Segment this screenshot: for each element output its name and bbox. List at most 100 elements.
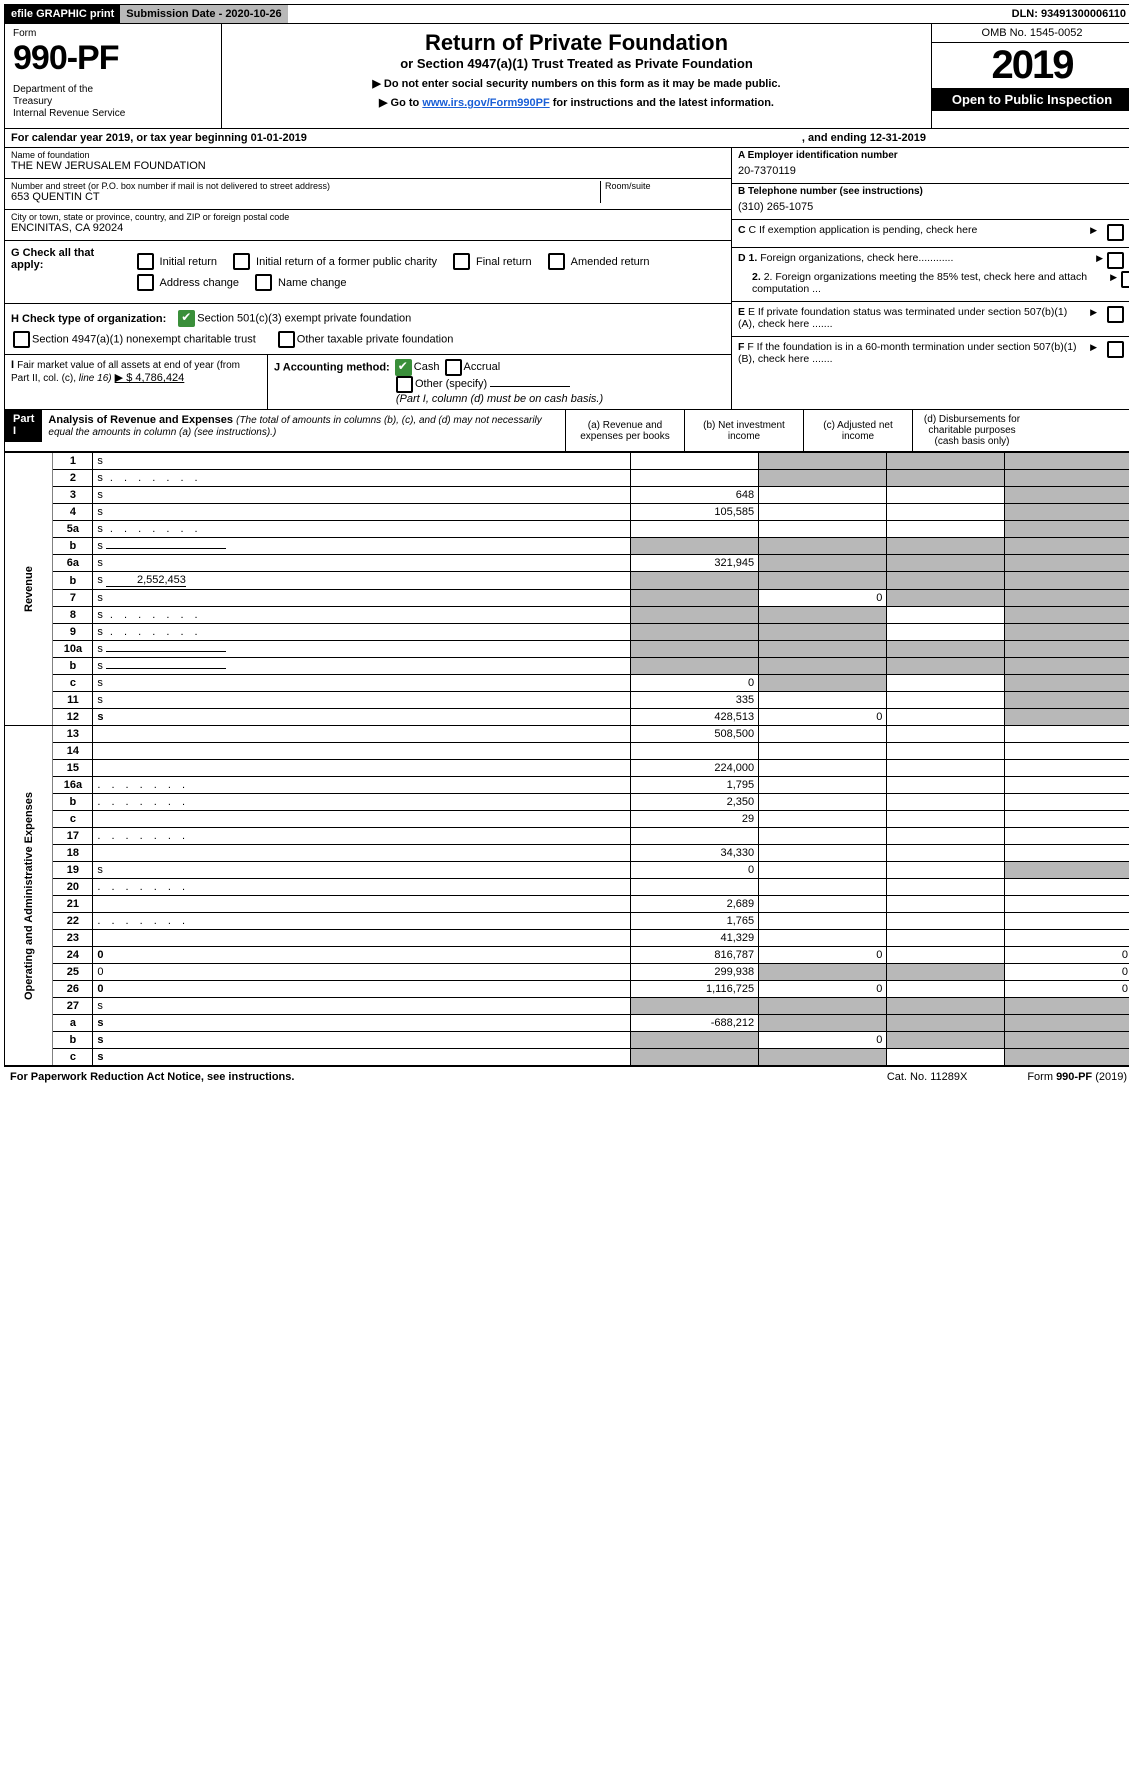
cell-c	[887, 607, 1004, 624]
cell-c	[887, 981, 1004, 998]
table-row: 15224,000	[5, 760, 1129, 777]
table-row: Operating and Administrative Expenses135…	[5, 726, 1129, 743]
checkbox-foreign-org[interactable]	[1107, 252, 1124, 269]
cell-b	[759, 521, 887, 538]
cell-c	[887, 1015, 1004, 1032]
cell-d	[1004, 470, 1129, 487]
line-desc	[93, 845, 631, 862]
line-number: 14	[53, 743, 93, 760]
room-suite-label: Room/suite	[605, 181, 725, 191]
cell-b	[759, 998, 887, 1015]
line-number: 25	[53, 964, 93, 981]
header-left: Form 990-PF Department of theTreasuryInt…	[5, 24, 222, 128]
table-row: bs 2,552,453	[5, 572, 1129, 590]
cell-d	[1004, 930, 1129, 947]
checkbox-status-terminated[interactable]	[1107, 306, 1124, 323]
cal-year-end: , and ending 12-31-2019	[802, 132, 926, 144]
page-footer: For Paperwork Reduction Act Notice, see …	[4, 1066, 1129, 1087]
cell-c	[887, 624, 1004, 641]
footer-left: For Paperwork Reduction Act Notice, see …	[10, 1071, 294, 1083]
cell-d: 0	[1004, 981, 1129, 998]
form-note-2: ▶ Go to www.irs.gov/Form990PF for instru…	[232, 96, 921, 109]
table-row: 2s . . . . . . .	[5, 470, 1129, 487]
checkbox-amended-return[interactable]	[548, 253, 565, 270]
line-desc: . . . . . . .	[93, 794, 631, 811]
checkbox-501c3[interactable]	[178, 310, 195, 327]
checkbox-4947a1[interactable]	[13, 331, 30, 348]
cal-year-begin: For calendar year 2019, or tax year begi…	[11, 132, 307, 144]
cell-d	[1004, 811, 1129, 828]
line-desc: . . . . . . .	[93, 913, 631, 930]
cell-c	[887, 845, 1004, 862]
cell-d	[1004, 658, 1129, 675]
footer-form: Form 990-PF (2019)	[1027, 1071, 1127, 1083]
cell-d	[1004, 538, 1129, 555]
cell-b: 0	[759, 1032, 887, 1049]
top-bar: efile GRAPHIC print Submission Date - 20…	[4, 4, 1129, 24]
line-desc	[93, 760, 631, 777]
table-row: Revenue1s	[5, 453, 1129, 470]
table-row: 7s0	[5, 590, 1129, 607]
checkbox-60month[interactable]	[1107, 341, 1124, 358]
table-row: 250299,9380	[5, 964, 1129, 981]
line-desc: s	[93, 504, 631, 521]
ein-cell: A Employer identification number 20-7370…	[732, 148, 1129, 184]
table-row: 2601,116,72500	[5, 981, 1129, 998]
checkbox-cash[interactable]	[395, 359, 412, 376]
cell-b	[759, 964, 887, 981]
checkbox-other-method[interactable]	[396, 376, 413, 393]
form-title: Return of Private Foundation	[232, 30, 921, 56]
checkbox-accrual[interactable]	[445, 359, 462, 376]
line-desc: s	[93, 692, 631, 709]
irs-link[interactable]: www.irs.gov/Form990PF	[422, 97, 549, 109]
checkbox-name-change[interactable]	[255, 274, 272, 291]
table-row: 8s . . . . . . .	[5, 607, 1129, 624]
cell-a: -688,212	[630, 1015, 758, 1032]
table-row: 16a . . . . . . .1,795	[5, 777, 1129, 794]
cell-a	[630, 572, 758, 590]
checkbox-initial-return[interactable]	[137, 253, 154, 270]
line-number: c	[53, 1049, 93, 1066]
cell-d	[1004, 896, 1129, 913]
cell-b	[759, 692, 887, 709]
checkbox-85pct[interactable]	[1121, 271, 1129, 288]
table-row: 2341,329	[5, 930, 1129, 947]
checkbox-address-change[interactable]	[137, 274, 154, 291]
cell-a	[630, 641, 758, 658]
line-number: b	[53, 572, 93, 590]
cell-b	[759, 930, 887, 947]
cell-d	[1004, 862, 1129, 879]
cell-c	[887, 709, 1004, 726]
checkbox-other-taxable[interactable]	[278, 331, 295, 348]
line-desc	[93, 726, 631, 743]
checkbox-initial-former[interactable]	[233, 253, 250, 270]
dept-label: Department of theTreasuryInternal Revenu…	[13, 84, 213, 120]
cell-a: 428,513	[630, 709, 758, 726]
cell-b	[759, 845, 887, 862]
cell-a	[630, 1049, 758, 1066]
cell-c	[887, 930, 1004, 947]
cell-a: 224,000	[630, 760, 758, 777]
cell-b	[759, 504, 887, 521]
cell-c	[887, 1032, 1004, 1049]
table-row: c29	[5, 811, 1129, 828]
line-number: b	[53, 658, 93, 675]
line-desc: s	[93, 1015, 631, 1032]
form-label: Form	[13, 28, 213, 39]
line-desc: s	[93, 709, 631, 726]
cell-b	[759, 1049, 887, 1066]
col-b-head: (b) Net investment income	[685, 410, 804, 451]
name-cell: Name of foundation THE NEW JERUSALEM FOU…	[5, 148, 731, 179]
line-desc: s	[93, 641, 631, 658]
cell-b	[759, 811, 887, 828]
line-number: 20	[53, 879, 93, 896]
cell-b	[759, 624, 887, 641]
cell-b: 0	[759, 947, 887, 964]
checkbox-exemption-pending[interactable]	[1107, 224, 1124, 241]
cell-c	[887, 998, 1004, 1015]
cell-c	[887, 947, 1004, 964]
part1-header-row: Part I Analysis of Revenue and Expenses …	[4, 410, 1129, 452]
cell-b	[759, 555, 887, 572]
checkbox-final-return[interactable]	[453, 253, 470, 270]
cell-c	[887, 521, 1004, 538]
